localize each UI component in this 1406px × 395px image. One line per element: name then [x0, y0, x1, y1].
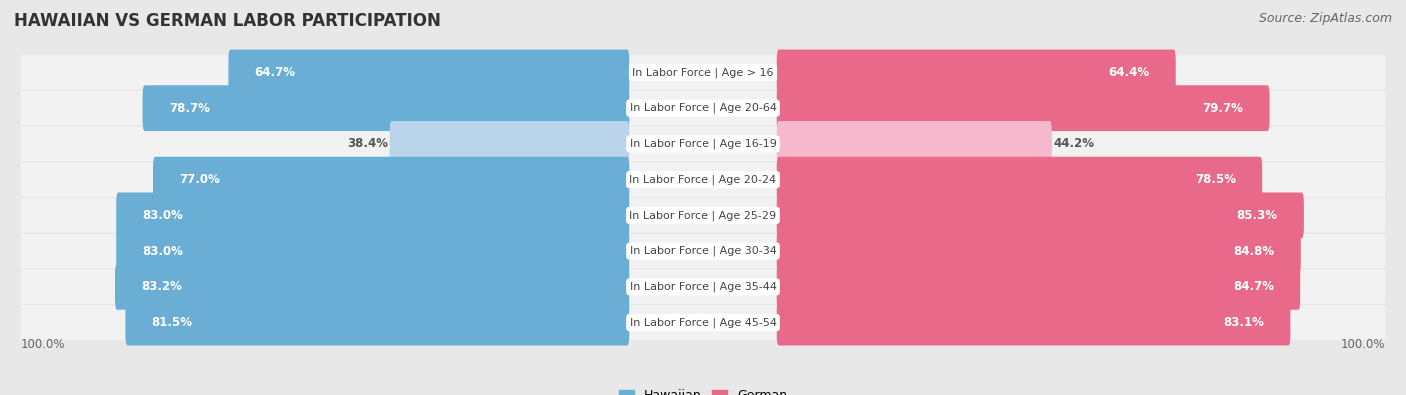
Legend: Hawaiian, German: Hawaiian, German: [614, 384, 792, 395]
FancyBboxPatch shape: [115, 264, 630, 310]
FancyBboxPatch shape: [21, 162, 1385, 197]
Text: 83.0%: 83.0%: [142, 209, 183, 222]
FancyBboxPatch shape: [389, 121, 630, 167]
Text: 100.0%: 100.0%: [21, 338, 66, 351]
FancyBboxPatch shape: [228, 49, 630, 95]
FancyBboxPatch shape: [21, 91, 1385, 125]
FancyBboxPatch shape: [776, 192, 1303, 238]
Text: 78.7%: 78.7%: [169, 102, 209, 115]
Text: In Labor Force | Age 25-29: In Labor Force | Age 25-29: [630, 210, 776, 221]
FancyBboxPatch shape: [21, 198, 1385, 233]
FancyBboxPatch shape: [21, 234, 1385, 268]
Text: 64.4%: 64.4%: [1108, 66, 1150, 79]
Text: 44.2%: 44.2%: [1053, 137, 1094, 150]
FancyBboxPatch shape: [125, 300, 630, 346]
FancyBboxPatch shape: [117, 192, 630, 238]
Text: 83.1%: 83.1%: [1223, 316, 1264, 329]
Text: HAWAIIAN VS GERMAN LABOR PARTICIPATION: HAWAIIAN VS GERMAN LABOR PARTICIPATION: [14, 12, 441, 30]
FancyBboxPatch shape: [21, 127, 1385, 161]
Text: In Labor Force | Age 16-19: In Labor Force | Age 16-19: [630, 139, 776, 149]
FancyBboxPatch shape: [21, 305, 1385, 340]
Text: 85.3%: 85.3%: [1237, 209, 1278, 222]
FancyBboxPatch shape: [776, 264, 1301, 310]
Text: 38.4%: 38.4%: [347, 137, 388, 150]
Text: 84.7%: 84.7%: [1233, 280, 1274, 293]
Text: 78.5%: 78.5%: [1195, 173, 1236, 186]
Text: In Labor Force | Age 30-34: In Labor Force | Age 30-34: [630, 246, 776, 256]
FancyBboxPatch shape: [142, 85, 630, 131]
FancyBboxPatch shape: [776, 85, 1270, 131]
FancyBboxPatch shape: [776, 228, 1301, 274]
FancyBboxPatch shape: [153, 157, 630, 203]
Text: Source: ZipAtlas.com: Source: ZipAtlas.com: [1258, 12, 1392, 25]
Text: 100.0%: 100.0%: [1340, 338, 1385, 351]
FancyBboxPatch shape: [117, 228, 630, 274]
FancyBboxPatch shape: [776, 121, 1052, 167]
FancyBboxPatch shape: [776, 300, 1291, 346]
Text: 84.8%: 84.8%: [1233, 245, 1275, 258]
Text: In Labor Force | Age 20-64: In Labor Force | Age 20-64: [630, 103, 776, 113]
Text: 77.0%: 77.0%: [179, 173, 219, 186]
FancyBboxPatch shape: [21, 55, 1385, 90]
Text: 64.7%: 64.7%: [254, 66, 295, 79]
Text: In Labor Force | Age 45-54: In Labor Force | Age 45-54: [630, 317, 776, 328]
FancyBboxPatch shape: [776, 49, 1175, 95]
Text: In Labor Force | Age > 16: In Labor Force | Age > 16: [633, 67, 773, 78]
FancyBboxPatch shape: [776, 157, 1263, 203]
Text: 79.7%: 79.7%: [1202, 102, 1243, 115]
Text: 83.2%: 83.2%: [141, 280, 181, 293]
Text: 83.0%: 83.0%: [142, 245, 183, 258]
FancyBboxPatch shape: [21, 270, 1385, 304]
Text: In Labor Force | Age 35-44: In Labor Force | Age 35-44: [630, 282, 776, 292]
Text: 81.5%: 81.5%: [152, 316, 193, 329]
Text: In Labor Force | Age 20-24: In Labor Force | Age 20-24: [630, 174, 776, 185]
